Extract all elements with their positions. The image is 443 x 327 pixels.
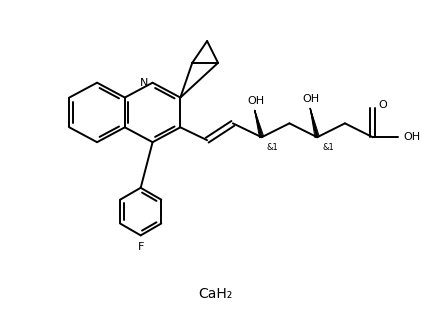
Text: F: F	[137, 242, 144, 252]
Text: &1: &1	[322, 143, 334, 152]
Text: N: N	[140, 78, 148, 88]
Text: &1: &1	[267, 143, 278, 152]
Text: OH: OH	[247, 95, 264, 106]
Text: OH: OH	[303, 94, 320, 104]
Text: OH: OH	[404, 132, 421, 142]
Text: O: O	[378, 100, 387, 111]
Text: CaH₂: CaH₂	[198, 287, 232, 301]
